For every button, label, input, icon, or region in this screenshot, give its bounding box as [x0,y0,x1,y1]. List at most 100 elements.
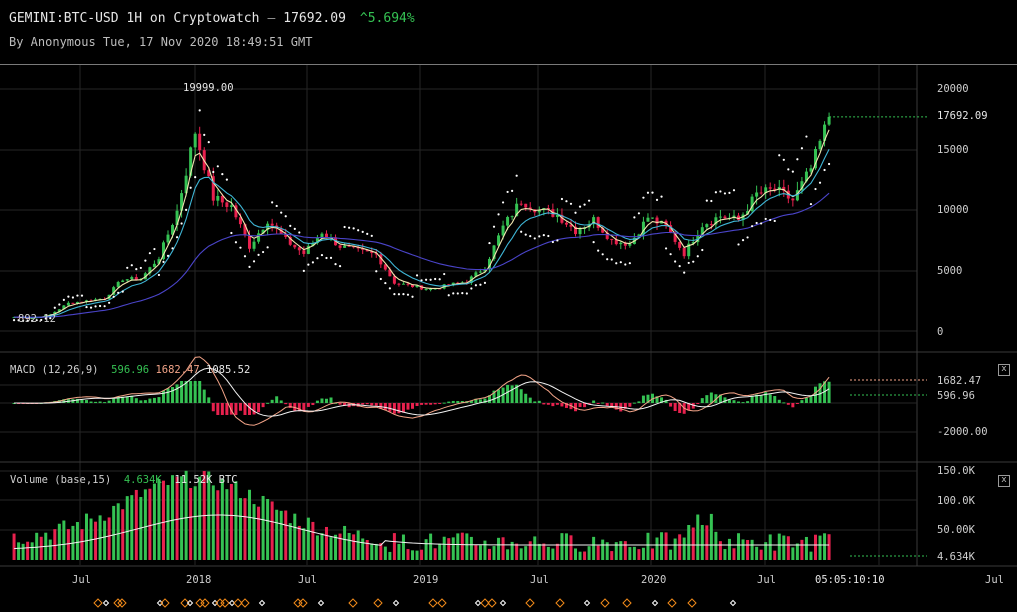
volume-bar [17,542,21,560]
sar-dot [230,231,233,235]
sar-dot [171,247,174,250]
macd-histogram-bar [297,403,301,412]
macd-histogram-bar [474,398,478,403]
sar-dot [723,192,727,195]
candle-body [619,242,623,245]
sar-dot [144,259,147,262]
event-marker-icon [117,598,127,608]
event-marker-icon [348,598,358,608]
sar-dot [452,292,455,295]
macd-histogram-bar [338,403,342,405]
volume-tick-100k: 100.0K [937,495,975,507]
event-marker-icon [437,598,447,608]
candle-body [424,288,428,290]
candle-body [497,235,501,246]
candle-body [347,245,351,247]
sar-dot [338,265,342,268]
macd-histogram-bar [746,401,750,403]
volume-bar [515,543,519,560]
sar-dot [624,263,627,266]
volume-bar [768,534,772,560]
event-marker-icon [200,598,210,608]
close-volume-icon[interactable]: x [998,475,1010,487]
volume-bar [134,489,138,560]
sar-dot [443,272,446,276]
sar-dot [126,266,129,269]
sar-dot [606,258,609,261]
sar-dot [234,241,238,244]
macd-histogram-bar [718,394,722,403]
candle-body [750,196,754,212]
close-macd-icon[interactable]: x [998,364,1010,376]
macd-histogram-bar [438,403,442,404]
volume-bar [827,534,831,560]
macd-histogram-bar [98,401,102,403]
macd-histogram-bar [492,390,496,403]
sar-dot [348,226,351,229]
macd-histogram-bar [180,381,184,403]
sar-dot [135,268,138,271]
sar-dot [696,255,699,258]
candle-body [429,288,433,290]
volume-bar [80,529,84,560]
volume-bar [705,525,709,560]
macd-histogram-bar [311,403,315,406]
volume-bar [583,551,587,560]
macd-histogram-bar [451,400,455,403]
volume-bar [605,542,609,560]
macd-histogram-bar [578,403,582,407]
macd-histogram-bar [401,403,405,413]
candle-body [813,149,817,169]
candle-body [804,171,808,182]
volume-bar [592,536,596,560]
candle-body [705,224,709,228]
event-marker-icon [211,599,219,607]
volume-bar [320,533,324,560]
chart-canvas[interactable] [0,65,1017,612]
volume-bar [537,543,541,560]
volume-bar [116,503,120,560]
event-marker-icon [240,598,250,608]
price-change: ^5.694% [360,11,415,26]
macd-histogram-bar [207,397,211,403]
sar-dot [434,277,437,281]
volume-bar [438,543,442,560]
sar-dot [67,295,70,298]
macd-histogram-bar [270,399,274,403]
candle-body [161,242,165,260]
macd-histogram-bar [641,395,645,403]
macd-histogram-bar [107,400,111,403]
macd-histogram-bar [374,403,378,406]
volume-bar [637,549,641,560]
sar-dot [316,257,319,260]
candle-body [641,221,645,235]
sar-dot [216,165,219,168]
volume-bar [709,513,713,560]
macd-histogram-bar [103,402,107,404]
sar-dot [547,234,550,238]
sar-dot [271,201,274,204]
sar-dot [248,265,251,268]
candle-body [324,233,328,238]
macd-histogram-bar [537,400,541,403]
candle-body [193,133,197,148]
volume-bar [813,534,817,560]
candle-body [741,214,745,221]
macd-histogram-bar [809,395,813,403]
sar-dot [320,253,324,257]
macd-legend-v3: 1085.52 [206,364,251,376]
macd-histogram-bar [125,396,129,403]
sar-dot [578,205,582,208]
macd-axis-macd: 596.96 [937,390,975,402]
volume-bar [48,539,52,560]
macd-histogram-bar [379,403,383,409]
macd-histogram-bar [759,395,763,403]
volume-bar [737,533,741,560]
sar-dot [361,230,364,234]
macd-histogram-bar [225,403,229,415]
sar-dot [714,191,717,194]
event-marker-icon [583,599,591,607]
macd-histogram-bar [370,403,374,406]
sar-dot [298,231,301,234]
sar-dot [221,173,224,176]
